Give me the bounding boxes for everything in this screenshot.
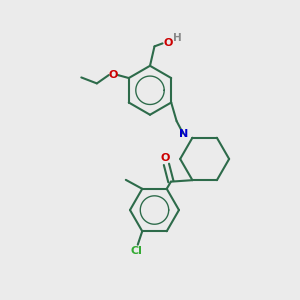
Text: H: H <box>173 33 182 43</box>
Text: N: N <box>178 129 188 139</box>
Text: O: O <box>160 153 170 164</box>
Text: Cl: Cl <box>130 246 142 256</box>
Text: O: O <box>109 70 118 80</box>
Text: O: O <box>163 38 172 48</box>
